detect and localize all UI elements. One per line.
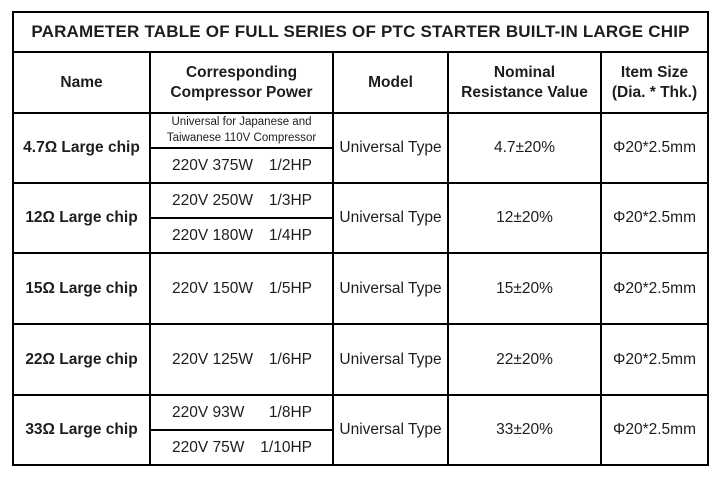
power-cell: 220V 75W 1/10HP [149, 429, 334, 466]
model-cell: Universal Type [332, 394, 449, 466]
model-cell: Universal Type [332, 112, 449, 184]
size-cell: Φ20*2.5mm [600, 182, 709, 254]
power-cell: 220V 125W 1/6HP [149, 323, 334, 396]
header-model: Model [332, 51, 449, 114]
power-value: 220V 75W [172, 438, 245, 456]
resistance-cell: 22±20% [447, 323, 602, 396]
row-name: 15Ω Large chip [12, 252, 151, 325]
row-name: 12Ω Large chip [12, 182, 151, 254]
resistance-cell: 4.7±20% [447, 112, 602, 184]
power-value: 220V 180W [172, 226, 253, 244]
hp-value: 1/10HP [260, 438, 312, 456]
header-power: Corresponding Compressor Power [149, 51, 334, 114]
header-row: Name Corresponding Compressor Power Mode… [12, 51, 709, 114]
hp-value: 1/3HP [268, 191, 312, 209]
title-row: PARAMETER TABLE OF FULL SERIES OF PTC ST… [12, 11, 709, 53]
page-title: PARAMETER TABLE OF FULL SERIES OF PTC ST… [12, 11, 709, 53]
hp-value: 1/6HP [268, 350, 312, 368]
header-resistance: Nominal Resistance Value [447, 51, 602, 114]
table-row: 220V 180W 1/4HP [13, 217, 708, 254]
power-cell: 220V 93W 1/8HP [149, 394, 334, 431]
power-pair: 220V 150W 1/5HP [153, 280, 330, 298]
table-row: 4.7Ω Large chip Universal for Japanese a… [12, 112, 709, 184]
header-size: Item Size (Dia. * Thk.) [600, 51, 709, 114]
header-size-line2: (Dia. * Thk.) [611, 83, 698, 101]
parameter-table: PARAMETER TABLE OF FULL SERIES OF PTC ST… [12, 11, 709, 466]
size-cell: Φ20*2.5mm [600, 323, 709, 396]
power-cell: 220V 150W 1/5HP [149, 252, 334, 325]
table-row: 220V 75W 1/10HP [13, 429, 708, 466]
power-cell: 220V 250W 1/3HP [149, 182, 334, 219]
resistance-cell: 15±20% [447, 252, 602, 325]
header-power-line1: Corresponding [185, 63, 298, 81]
power-pair: 220V 125W 1/6HP [153, 351, 330, 369]
resistance-cell: 12±20% [447, 182, 602, 254]
hp-value: 1/2HP [268, 156, 312, 174]
model-cell: Universal Type [332, 252, 449, 325]
power-value: 220V 375W [172, 156, 253, 174]
hp-value: 1/5HP [268, 279, 312, 297]
row-name: 22Ω Large chip [12, 323, 151, 396]
power-note-line2: Taiwanese 110V Compressor [166, 131, 317, 144]
power-cell: 220V 180W 1/4HP [149, 217, 334, 254]
header-resistance-line2: Resistance Value [461, 83, 588, 101]
header-model-line1: Model [368, 73, 413, 91]
table-row: 33Ω Large chip 220V 93W 1/8HP Universal … [12, 394, 709, 466]
power-value: 220V 150W [172, 279, 253, 297]
power-pair: 220V 75W 1/10HP [153, 439, 330, 457]
size-cell: Φ20*2.5mm [600, 252, 709, 325]
power-cell: 220V 375W 1/2HP [149, 147, 334, 184]
power-value: 220V 250W [172, 191, 253, 209]
row-name: 33Ω Large chip [12, 394, 151, 466]
power-note-cell: Universal for Japanese and Taiwanese 110… [149, 112, 334, 149]
hp-value: 1/4HP [268, 226, 312, 244]
power-value: 220V 125W [172, 350, 253, 368]
header-power-line2: Compressor Power [170, 83, 313, 101]
power-pair: 220V 93W 1/8HP [153, 404, 330, 422]
header-size-line1: Item Size [620, 63, 689, 81]
power-pair: 220V 250W 1/3HP [153, 192, 330, 210]
power-value: 220V 93W [172, 403, 245, 421]
power-pair: 220V 180W 1/4HP [153, 227, 330, 245]
header-name-line1: Name [60, 73, 103, 91]
size-cell: Φ20*2.5mm [600, 394, 709, 466]
power-pair: 220V 375W 1/2HP [153, 157, 330, 175]
hp-value: 1/8HP [268, 403, 312, 421]
resistance-cell: 33±20% [447, 394, 602, 466]
model-cell: Universal Type [332, 182, 449, 254]
row-name: 4.7Ω Large chip [12, 112, 151, 184]
table-row: 15Ω Large chip 220V 150W 1/5HP Universal… [12, 252, 709, 325]
table-row: 220V 375W 1/2HP [13, 147, 708, 184]
table-row: 22Ω Large chip 220V 125W 1/6HP Universal… [12, 323, 709, 396]
header-resistance-line1: Nominal [493, 63, 556, 81]
header-name: Name [12, 51, 151, 114]
table-row: 12Ω Large chip 220V 250W 1/3HP Universal… [12, 182, 709, 254]
power-note-line1: Universal for Japanese and [171, 115, 312, 128]
model-cell: Universal Type [332, 323, 449, 396]
size-cell: Φ20*2.5mm [600, 112, 709, 184]
